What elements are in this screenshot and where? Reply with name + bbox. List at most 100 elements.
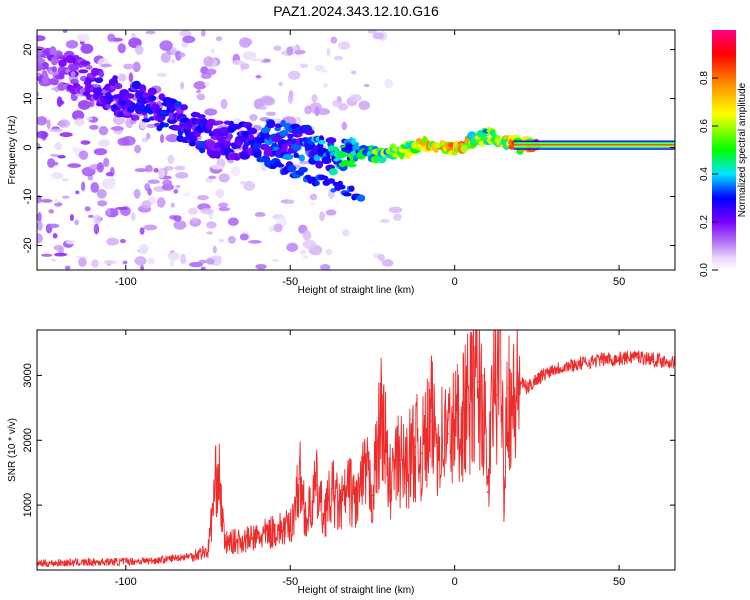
- spectral-speckle: [37, 197, 43, 204]
- colorbar-ticks: 0.0 0.2 0.4 0.6 0.8: [699, 71, 718, 277]
- spectral-speckle: [74, 118, 85, 126]
- spectral-speckle: [80, 43, 94, 54]
- spectral-speckle: [175, 184, 181, 189]
- spectral-speckle: [182, 192, 191, 197]
- spectral-speckle: [47, 158, 56, 168]
- spectral-speckle: [363, 83, 370, 88]
- spectral-speckle: [80, 140, 91, 145]
- spectral-blob: [214, 120, 224, 125]
- spectral-speckle: [242, 51, 257, 60]
- spectral-speckle: [123, 63, 134, 70]
- spectral-blob: [247, 133, 255, 141]
- spectral-blob: [180, 104, 188, 111]
- spectral-blob: [144, 106, 153, 114]
- spectral-speckle: [173, 215, 182, 222]
- x-tick-label: 50: [613, 276, 625, 288]
- spectral-blob: [415, 138, 423, 143]
- spectral-speckle: [90, 182, 100, 193]
- spectral-blob: [147, 87, 157, 96]
- spectral-speckle: [53, 244, 64, 251]
- snr-data-point: [365, 471, 367, 474]
- spectral-speckle: [93, 223, 100, 235]
- spectral-speckle: [57, 154, 66, 159]
- spectral-speckle: [175, 172, 189, 179]
- spectral-speckle: [64, 265, 71, 270]
- spectral-speckle: [134, 168, 148, 173]
- spectral-blob: [298, 166, 308, 173]
- spectral-speckle: [48, 128, 63, 132]
- y-tick-label: -20: [22, 238, 34, 254]
- spectral-speckle: [147, 257, 155, 265]
- snr-data-point: [240, 540, 242, 542]
- spectral-speckle: [338, 41, 351, 50]
- spectral-blob: [266, 119, 276, 129]
- spectral-speckle: [139, 227, 145, 235]
- snr-plot-frame: [36, 329, 676, 571]
- spectral-speckle: [153, 168, 159, 173]
- spectral-speckle: [96, 161, 104, 173]
- spectral-speckle: [239, 233, 249, 241]
- spectrogram-panel: -100 -50 0 50 20 10 0 -10 -20 Height of straight…: [7, 29, 676, 296]
- spectral-speckle: [170, 202, 175, 208]
- spectral-blob: [147, 95, 157, 102]
- spectral-speckle: [349, 93, 362, 103]
- spectral-speckle: [54, 142, 62, 151]
- spectral-speckle: [134, 144, 142, 154]
- spectral-speckle: [273, 45, 282, 51]
- spectral-speckle: [91, 259, 99, 268]
- spectral-speckle: [100, 63, 112, 68]
- spectral-speckle: [248, 240, 262, 244]
- snr-data-point: [332, 491, 334, 493]
- spectral-speckle: [115, 206, 129, 211]
- x-tick-label: 0: [452, 276, 458, 288]
- spectral-speckle: [212, 245, 217, 254]
- spectral-speckle: [81, 181, 86, 192]
- spectral-speckle: [381, 259, 394, 267]
- spectral-speckle: [160, 52, 171, 63]
- spectral-speckle: [156, 197, 166, 208]
- spectral-speckle: [200, 208, 214, 215]
- spectral-speckle: [203, 56, 214, 67]
- snr-data-point: [476, 381, 479, 383]
- spectral-speckle: [145, 30, 156, 35]
- spectral-speckle: [118, 73, 127, 82]
- spectral-speckle: [173, 220, 187, 230]
- spectral-blob: [315, 160, 324, 169]
- spectral-speckle: [72, 146, 78, 153]
- spectral-speckle: [167, 154, 175, 164]
- spectral-blob: [314, 180, 320, 186]
- snr-series-line: [37, 330, 675, 568]
- colorbar-tick-label: 0.0: [699, 263, 710, 277]
- spectral-speckle: [56, 96, 63, 108]
- snr-data-point: [157, 559, 160, 562]
- spectral-speckle: [350, 70, 357, 75]
- spectral-blob: [49, 77, 59, 86]
- spectral-speckle: [106, 208, 111, 216]
- spectral-speckle: [251, 58, 265, 62]
- spectrogram-axes: -100 -50 0 50 20 10 0 -10 -20: [22, 30, 675, 288]
- spectral-speckle: [243, 180, 256, 191]
- snr-data-point: [568, 364, 571, 367]
- snr-data-point: [305, 520, 308, 523]
- spectral-speckle: [146, 132, 151, 140]
- spectral-speckle: [50, 258, 56, 262]
- snr-data-point: [217, 464, 219, 466]
- spectral-blob: [70, 71, 76, 78]
- spectral-speckle: [302, 230, 312, 241]
- spectral-speckle: [67, 163, 82, 168]
- snr-data-point: [315, 484, 318, 487]
- spectral-speckle: [393, 213, 402, 222]
- spectral-blob: [226, 133, 233, 140]
- spectral-speckle: [65, 40, 79, 49]
- spectral-speckle: [230, 165, 241, 177]
- spectral-speckle: [140, 264, 145, 270]
- spectral-speckle: [37, 221, 43, 231]
- y-tick-label: 10: [22, 92, 34, 104]
- spectral-speckle: [110, 126, 124, 131]
- y-tick-label: -10: [22, 189, 34, 205]
- colorbar-tick-label: 0.6: [699, 119, 710, 133]
- spectral-speckle: [97, 200, 108, 207]
- spectral-speckle: [61, 195, 70, 199]
- spectral-speckle: [218, 202, 229, 208]
